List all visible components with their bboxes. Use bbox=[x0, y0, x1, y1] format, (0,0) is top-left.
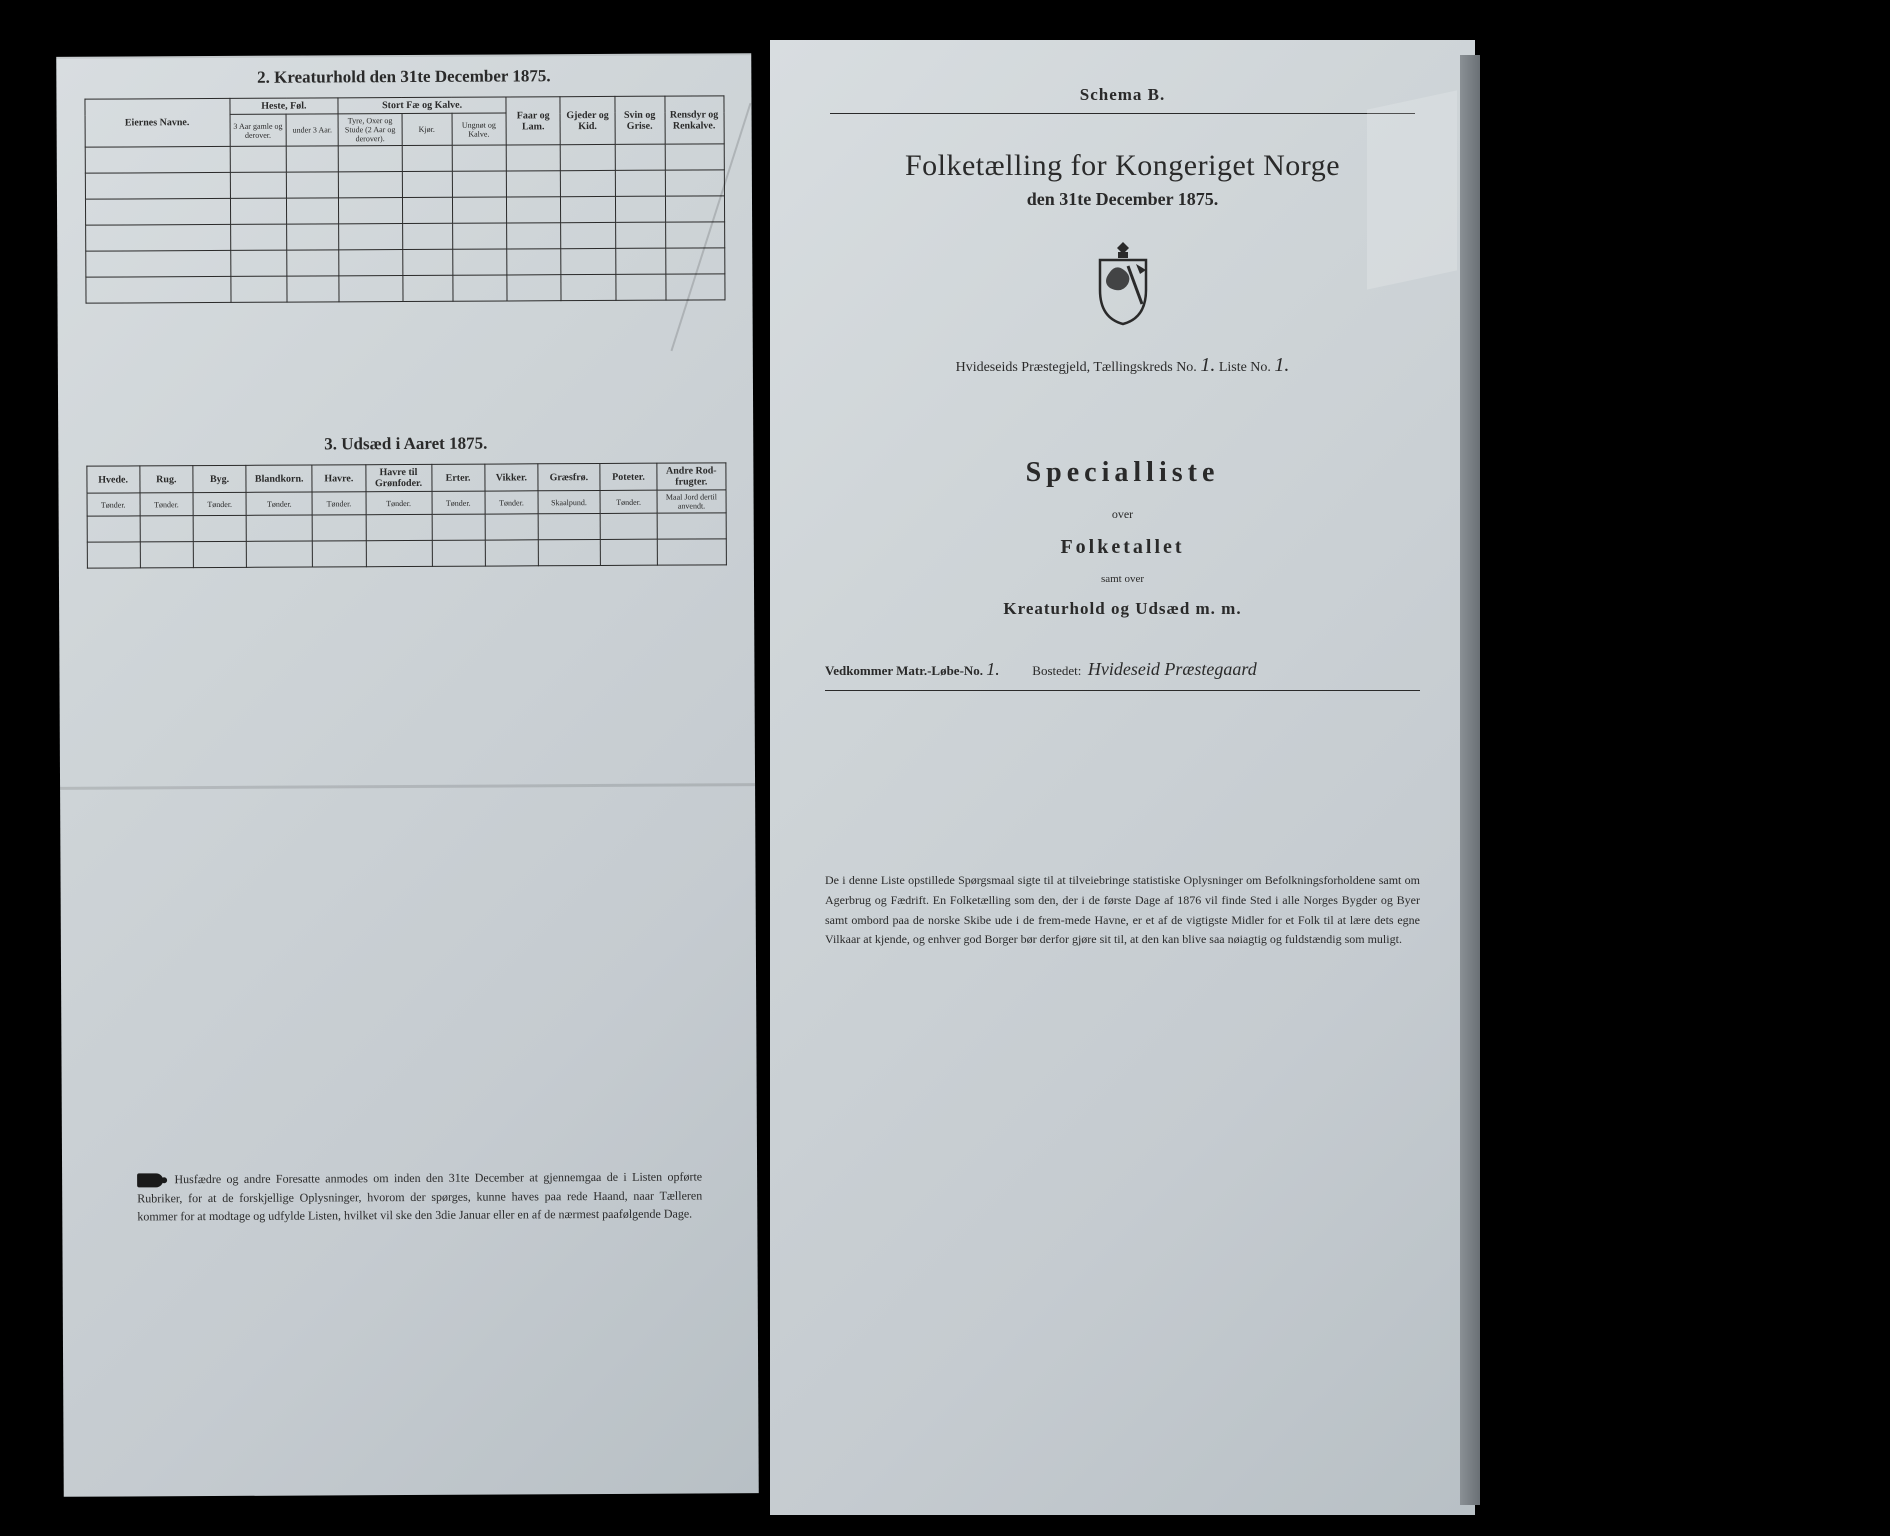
t3-unit: Maal Jord dertil anvendt. bbox=[657, 490, 725, 513]
kreds-no: 1. bbox=[1200, 354, 1215, 376]
t3-col: Græsfrø. bbox=[538, 463, 600, 490]
t3-unit: Tønder. bbox=[312, 492, 365, 515]
coat-of-arms-icon bbox=[1088, 236, 1158, 326]
t3-unit: Tønder. bbox=[87, 493, 140, 516]
col-gjeder: Gjeder og Kid. bbox=[560, 96, 615, 144]
s-sub1: Tyre, Oxer og Stude (2 Aar og derover). bbox=[338, 114, 402, 146]
t3-col: Vikker. bbox=[485, 464, 538, 491]
pointing-hand-icon bbox=[137, 1174, 163, 1188]
ved-label: Vedkommer Matr.-Løbe-No. bbox=[825, 663, 983, 678]
t3-col: Erter. bbox=[431, 464, 484, 491]
footnote-left-text: Husfædre og andre Foresatte anmodes om i… bbox=[137, 1170, 702, 1224]
rule-top bbox=[830, 113, 1415, 114]
field-prefix: Hvideseids Præstegjeld, Tællingskreds No… bbox=[956, 360, 1197, 375]
table-row bbox=[87, 539, 726, 568]
bosted-value: Hvideseid Præstegaard bbox=[1088, 659, 1257, 679]
col-eier: Eiernes Navne. bbox=[84, 98, 229, 147]
table-row bbox=[85, 274, 724, 303]
col-svin: Svin og Grise. bbox=[615, 96, 665, 144]
t3-col: Andre Rod-frugter. bbox=[657, 463, 725, 490]
page-stack-edge bbox=[1460, 55, 1480, 1505]
folketallet-title: Folketallet bbox=[770, 536, 1475, 559]
liste-no: 1. bbox=[1274, 354, 1289, 376]
table-row bbox=[85, 222, 724, 251]
table-udsaed: Hvede. Rug. Byg. Blandkorn. Havre. Havre… bbox=[86, 462, 727, 568]
table-row bbox=[85, 144, 724, 173]
t3-col: Byg. bbox=[193, 465, 246, 492]
field-mid: Liste No. bbox=[1219, 360, 1271, 375]
t3-unit: Tønder. bbox=[193, 492, 246, 515]
main-title: Folketælling for Kongeriget Norge bbox=[810, 149, 1435, 183]
table-row bbox=[85, 196, 724, 225]
h-sub1: 3 Aar gamle og derover. bbox=[230, 114, 287, 146]
footnote-right: De i denne Liste opstillede Spørgsmaal s… bbox=[770, 871, 1475, 950]
specialliste-title: Specialliste bbox=[770, 457, 1475, 489]
t3-col: Havre til Grønfoder. bbox=[365, 464, 431, 491]
bosted-label: Bostedet: bbox=[1032, 663, 1081, 678]
left-page: 2. Kreaturhold den 31te December 1875. E… bbox=[56, 53, 759, 1497]
grp-heste: Heste, Føl. bbox=[229, 98, 338, 115]
t3-col: Rug. bbox=[140, 466, 193, 493]
t3-unit: Skaalpund. bbox=[538, 490, 600, 513]
table-row bbox=[85, 248, 724, 277]
right-page: Schema B. Folketælling for Kongeriget No… bbox=[770, 40, 1475, 1515]
t3-col: Poteter. bbox=[600, 463, 658, 490]
grp-storfe: Stort Fæ og Kalve. bbox=[338, 97, 506, 114]
t3-unit: Tønder. bbox=[485, 491, 538, 514]
s-sub3: Ungnøt og Kalve. bbox=[452, 113, 507, 145]
section3-title: 3. Udsæd i Aaret 1875. bbox=[58, 432, 753, 456]
schema-label: Schema B. bbox=[770, 40, 1475, 105]
table-kreaturhold: Eiernes Navne. Heste, Føl. Stort Fæ og K… bbox=[84, 95, 725, 303]
vedkommer-line: Vedkommer Matr.-Løbe-No. 1. Bostedet: Hv… bbox=[770, 659, 1475, 680]
h-sub2: under 3 Aar. bbox=[286, 114, 338, 146]
s-sub2: Kjør. bbox=[402, 113, 452, 145]
rule-mid bbox=[825, 690, 1420, 691]
footnote-left: Husfædre og andre Foresatte anmodes om i… bbox=[62, 1167, 757, 1226]
kreatur-title: Kreaturhold og Udsæd m. m. bbox=[770, 599, 1475, 619]
table3-header-row: Hvede. Rug. Byg. Blandkorn. Havre. Havre… bbox=[86, 463, 725, 493]
t3-unit: Tønder. bbox=[432, 491, 485, 514]
t3-col: Blandkorn. bbox=[246, 465, 312, 492]
col-rensdyr: Rensdyr og Renkalve. bbox=[664, 96, 723, 144]
over-label: over bbox=[770, 507, 1475, 522]
t3-unit: Tønder. bbox=[140, 493, 193, 516]
table-row bbox=[87, 513, 726, 542]
t3-unit: Tønder. bbox=[246, 492, 312, 515]
table-row bbox=[85, 170, 724, 199]
t3-col: Havre. bbox=[312, 465, 365, 492]
ved-no: 1. bbox=[986, 659, 1000, 679]
field-line: Hvideseids Præstegjeld, Tællingskreds No… bbox=[810, 354, 1435, 377]
samt-label: samt over bbox=[770, 573, 1475, 585]
section2-title: 2. Kreaturhold den 31te December 1875. bbox=[56, 65, 751, 89]
t3-unit: Tønder. bbox=[600, 490, 658, 513]
col-faar: Faar og Lam. bbox=[506, 97, 561, 145]
table3-unit-row: Tønder. Tønder. Tønder. Tønder. Tønder. … bbox=[87, 490, 726, 516]
t3-unit: Tønder. bbox=[366, 491, 432, 514]
t3-col: Hvede. bbox=[86, 466, 139, 493]
